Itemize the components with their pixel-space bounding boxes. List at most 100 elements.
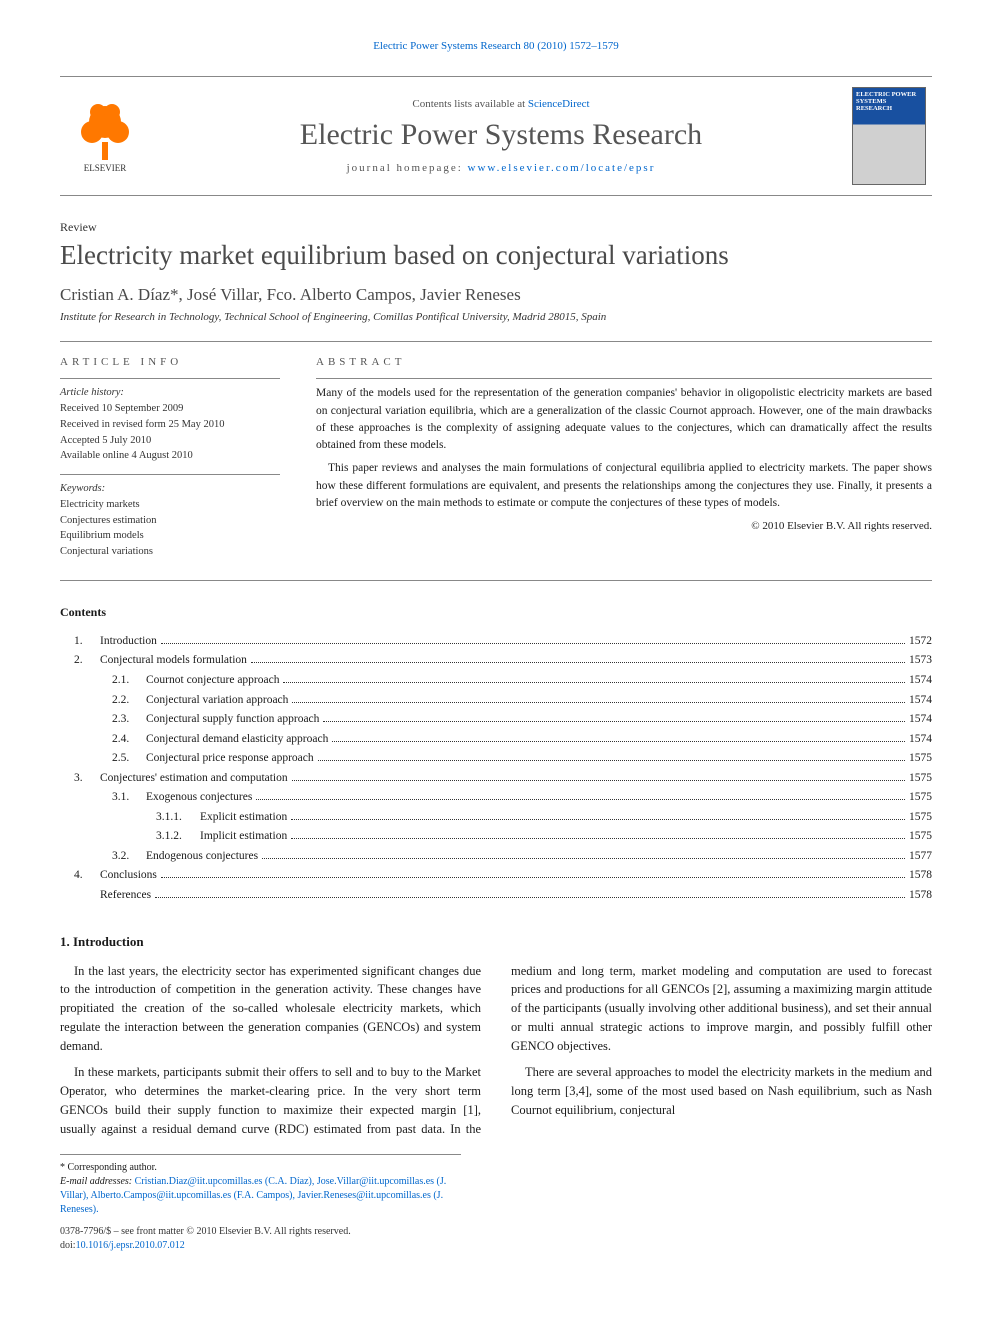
toc-leader-dots (155, 897, 905, 898)
email-addresses: E-mail addresses: Cristian.Diaz@iit.upco… (60, 1175, 461, 1217)
toc-page: 1578 (909, 866, 932, 886)
toc-row[interactable]: 3.2.Endogenous conjectures1577 (60, 847, 932, 867)
toc-leader-dots (256, 799, 905, 800)
publisher-logo-block: ELSEVIER (60, 98, 150, 174)
toc-row[interactable]: 4.Conclusions1578 (60, 866, 932, 886)
toc-row[interactable]: 2.1.Cournot conjecture approach 1574 (60, 671, 932, 691)
toc-row[interactable]: 2.Conjectural models formulation1573 (60, 651, 932, 671)
toc-leader-dots (292, 702, 905, 703)
toc-leader-dots (291, 819, 905, 820)
toc-page: 1575 (909, 788, 932, 808)
author-list: Cristian A. Díaz*, José Villar, Fco. Alb… (60, 285, 932, 305)
toc-leader-dots (161, 877, 905, 878)
toc-row[interactable]: 1.Introduction1572 (60, 632, 932, 652)
toc-number: 3.1. (112, 788, 142, 808)
publisher-name: ELSEVIER (84, 163, 127, 173)
divider (60, 341, 932, 342)
body-paragraph: There are several approaches to model th… (511, 1063, 932, 1119)
toc-leader-dots (291, 838, 905, 839)
keyword: Conjectures estimation (60, 513, 280, 529)
body-two-column: In the last years, the electricity secto… (60, 962, 932, 1139)
toc-page: 1573 (909, 651, 932, 671)
toc-label: References (96, 886, 151, 906)
toc-label: Conjectures' estimation and computation (96, 769, 288, 789)
article-info-column: ARTICLE INFO Article history: Received 1… (60, 356, 280, 570)
history-item: Received 10 September 2009 (60, 401, 280, 417)
doi-label: doi: (60, 1240, 76, 1251)
toc-number: 3.2. (112, 847, 142, 867)
toc-number: 2.2. (112, 691, 142, 711)
toc-page: 1575 (909, 808, 932, 828)
cover-thumbnail-block: ELECTRIC POWER SYSTEMS RESEARCH (852, 87, 932, 185)
toc-label: Exogenous conjectures (142, 788, 252, 808)
toc-label: Implicit estimation (196, 827, 287, 847)
toc-number: 2.3. (112, 710, 142, 730)
toc-number: 2.4. (112, 730, 142, 750)
toc-row[interactable]: 3.Conjectures' estimation and computatio… (60, 769, 932, 789)
abstract-paragraph: Many of the models used for the represen… (316, 385, 932, 454)
toc-page: 1574 (909, 691, 932, 711)
toc-label: Conjectural price response approach (142, 749, 314, 769)
toc-label: Conclusions (96, 866, 157, 886)
homepage-prefix: journal homepage: (347, 162, 468, 174)
footnotes: * Corresponding author. E-mail addresses… (60, 1154, 461, 1217)
journal-cover-thumbnail[interactable]: ELECTRIC POWER SYSTEMS RESEARCH (852, 87, 926, 185)
toc-row[interactable]: 3.1.1.Explicit estimation1575 (60, 808, 932, 828)
toc-number: 2.1. (112, 671, 142, 691)
toc-leader-dots (283, 682, 905, 683)
toc-label: Introduction (96, 632, 157, 652)
toc-label: Conjectural variation approach (142, 691, 288, 711)
toc-leader-dots (332, 741, 905, 742)
keyword: Electricity markets (60, 497, 280, 513)
keyword: Equilibrium models (60, 528, 280, 544)
body-paragraph: In the last years, the electricity secto… (60, 962, 481, 1056)
toc-number: 3. (74, 769, 96, 789)
running-head: Electric Power Systems Research 80 (2010… (60, 40, 932, 52)
sciencedirect-link[interactable]: ScienceDirect (528, 98, 590, 110)
toc-label: Cournot conjecture approach (142, 671, 279, 691)
abstract-column: ABSTRACT Many of the models used for the… (316, 356, 932, 570)
toc-row[interactable]: 3.1.Exogenous conjectures 1575 (60, 788, 932, 808)
elsevier-tree-icon: ELSEVIER (70, 98, 140, 174)
doi-line: doi:10.1016/j.epsr.2010.07.012 (60, 1239, 461, 1253)
article-type: Review (60, 220, 932, 235)
info-abstract-row: ARTICLE INFO Article history: Received 1… (60, 356, 932, 570)
footer-meta: 0378-7796/$ – see front matter © 2010 El… (60, 1225, 461, 1253)
toc-row[interactable]: 2.4.Conjectural demand elasticity approa… (60, 730, 932, 750)
table-of-contents: 1.Introduction15722.Conjectural models f… (60, 632, 932, 906)
history-label: Article history: (60, 385, 280, 401)
abstract-head: ABSTRACT (316, 356, 932, 368)
front-matter-line: 0378-7796/$ – see front matter © 2010 El… (60, 1225, 461, 1239)
history-item: Received in revised form 25 May 2010 (60, 417, 280, 433)
toc-leader-dots (318, 760, 905, 761)
toc-number: 1. (74, 632, 96, 652)
toc-row[interactable]: 2.2.Conjectural variation approach 1574 (60, 691, 932, 711)
emails-label: E-mail addresses: (60, 1176, 132, 1187)
running-head-link[interactable]: Electric Power Systems Research 80 (2010… (373, 40, 619, 52)
toc-page: 1575 (909, 827, 932, 847)
toc-row[interactable]: 3.1.2.Implicit estimation1575 (60, 827, 932, 847)
toc-label: Conjectural demand elasticity approach (142, 730, 328, 750)
homepage-line: journal homepage: www.elsevier.com/locat… (150, 162, 852, 174)
doi-link[interactable]: 10.1016/j.epsr.2010.07.012 (76, 1240, 185, 1251)
corresponding-author: * Corresponding author. (60, 1161, 461, 1175)
masthead: ELSEVIER Contents lists available at Sci… (60, 76, 932, 196)
toc-leader-dots (292, 780, 905, 781)
homepage-link[interactable]: www.elsevier.com/locate/epsr (468, 162, 656, 174)
toc-leader-dots (262, 858, 905, 859)
toc-page: 1578 (909, 886, 932, 906)
keyword: Conjectural variations (60, 544, 280, 560)
history-item: Accepted 5 July 2010 (60, 433, 280, 449)
article-history-block: Article history: Received 10 September 2… (60, 378, 280, 464)
keywords-block: Keywords: Electricity markets Conjecture… (60, 474, 280, 560)
keywords-label: Keywords: (60, 481, 280, 497)
toc-row[interactable]: 2.3.Conjectural supply function approach… (60, 710, 932, 730)
toc-label: Explicit estimation (196, 808, 287, 828)
toc-page: 1577 (909, 847, 932, 867)
toc-page: 1574 (909, 671, 932, 691)
abstract-paragraph: This paper reviews and analyses the main… (316, 460, 932, 512)
toc-row[interactable]: 2.5.Conjectural price response approach1… (60, 749, 932, 769)
article-info-head: ARTICLE INFO (60, 356, 280, 368)
toc-row[interactable]: References 1578 (60, 886, 932, 906)
contents-head: Contents (60, 605, 932, 620)
